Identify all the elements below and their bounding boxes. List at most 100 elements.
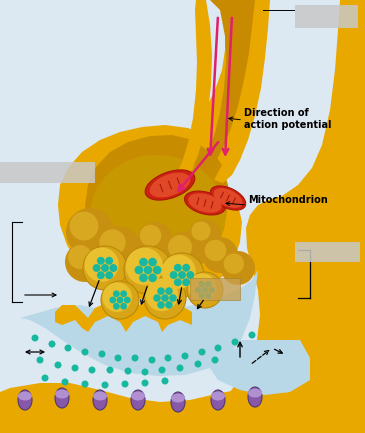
Ellipse shape: [171, 394, 185, 403]
Ellipse shape: [131, 390, 145, 410]
Circle shape: [110, 264, 117, 272]
Bar: [0, 404, 365, 419]
Bar: [0, 58, 365, 72]
Circle shape: [36, 356, 43, 363]
Circle shape: [102, 282, 132, 312]
Ellipse shape: [211, 390, 225, 410]
Circle shape: [199, 349, 205, 355]
Circle shape: [177, 365, 184, 372]
Circle shape: [198, 293, 205, 299]
Ellipse shape: [131, 391, 145, 401]
Polygon shape: [20, 270, 258, 376]
Bar: [0, 390, 365, 404]
Circle shape: [181, 352, 188, 359]
Bar: [0, 332, 365, 346]
Ellipse shape: [248, 387, 262, 407]
Circle shape: [139, 258, 148, 266]
Bar: [0, 303, 365, 317]
Bar: [0, 0, 365, 14]
Circle shape: [107, 366, 114, 374]
Ellipse shape: [55, 390, 69, 398]
Bar: [0, 216, 365, 231]
Bar: [0, 231, 365, 246]
Circle shape: [144, 277, 186, 319]
Circle shape: [148, 274, 157, 282]
Circle shape: [249, 332, 256, 339]
Circle shape: [137, 222, 173, 258]
Ellipse shape: [210, 186, 246, 210]
Circle shape: [189, 219, 221, 251]
Bar: [0, 14, 365, 29]
Circle shape: [31, 335, 38, 342]
Circle shape: [105, 271, 113, 279]
Circle shape: [205, 240, 226, 261]
Polygon shape: [210, 340, 310, 395]
Bar: [0, 274, 365, 289]
Ellipse shape: [171, 392, 185, 412]
Circle shape: [68, 245, 92, 269]
Bar: [0, 202, 365, 216]
Circle shape: [144, 266, 152, 275]
Circle shape: [169, 294, 177, 302]
Circle shape: [205, 293, 212, 299]
Circle shape: [88, 366, 96, 374]
Circle shape: [161, 294, 169, 302]
Circle shape: [101, 281, 139, 319]
Circle shape: [153, 294, 161, 302]
Polygon shape: [0, 383, 365, 433]
Bar: [0, 101, 365, 116]
Circle shape: [105, 257, 113, 265]
Circle shape: [113, 291, 120, 297]
Circle shape: [81, 381, 88, 388]
Circle shape: [165, 232, 205, 272]
Ellipse shape: [91, 155, 226, 275]
Circle shape: [101, 264, 109, 272]
Circle shape: [161, 378, 169, 385]
Polygon shape: [214, 0, 270, 183]
Circle shape: [65, 242, 105, 282]
Circle shape: [131, 355, 138, 362]
Bar: [0, 187, 365, 202]
Circle shape: [153, 266, 161, 275]
Bar: [0, 346, 365, 361]
Ellipse shape: [248, 388, 262, 397]
Circle shape: [158, 366, 165, 374]
Bar: [0, 29, 365, 43]
Circle shape: [195, 287, 201, 293]
Circle shape: [165, 288, 173, 295]
Circle shape: [146, 278, 178, 311]
Circle shape: [66, 208, 114, 256]
Bar: [0, 317, 365, 332]
Circle shape: [99, 229, 126, 256]
Circle shape: [93, 264, 101, 272]
Ellipse shape: [185, 191, 226, 215]
Circle shape: [198, 281, 205, 288]
Polygon shape: [295, 5, 358, 28]
Circle shape: [165, 301, 173, 309]
Circle shape: [124, 297, 131, 304]
Circle shape: [54, 362, 61, 368]
Circle shape: [221, 251, 255, 285]
Circle shape: [42, 375, 49, 381]
Circle shape: [120, 291, 127, 297]
Polygon shape: [190, 278, 240, 300]
Polygon shape: [58, 0, 264, 300]
Circle shape: [157, 288, 165, 295]
Circle shape: [72, 365, 78, 372]
Text: Mitochondrion: Mitochondrion: [248, 195, 328, 205]
Circle shape: [142, 379, 149, 387]
Ellipse shape: [214, 188, 242, 208]
Circle shape: [182, 278, 190, 286]
Circle shape: [148, 258, 157, 266]
Circle shape: [170, 271, 178, 279]
Ellipse shape: [145, 170, 195, 200]
Circle shape: [140, 225, 161, 246]
Bar: [0, 289, 365, 303]
Circle shape: [195, 361, 201, 368]
Text: Direction of
action potential: Direction of action potential: [244, 108, 331, 130]
Bar: [0, 43, 365, 58]
Circle shape: [209, 287, 215, 293]
Circle shape: [135, 266, 143, 275]
Circle shape: [178, 271, 186, 279]
Bar: [0, 419, 365, 433]
